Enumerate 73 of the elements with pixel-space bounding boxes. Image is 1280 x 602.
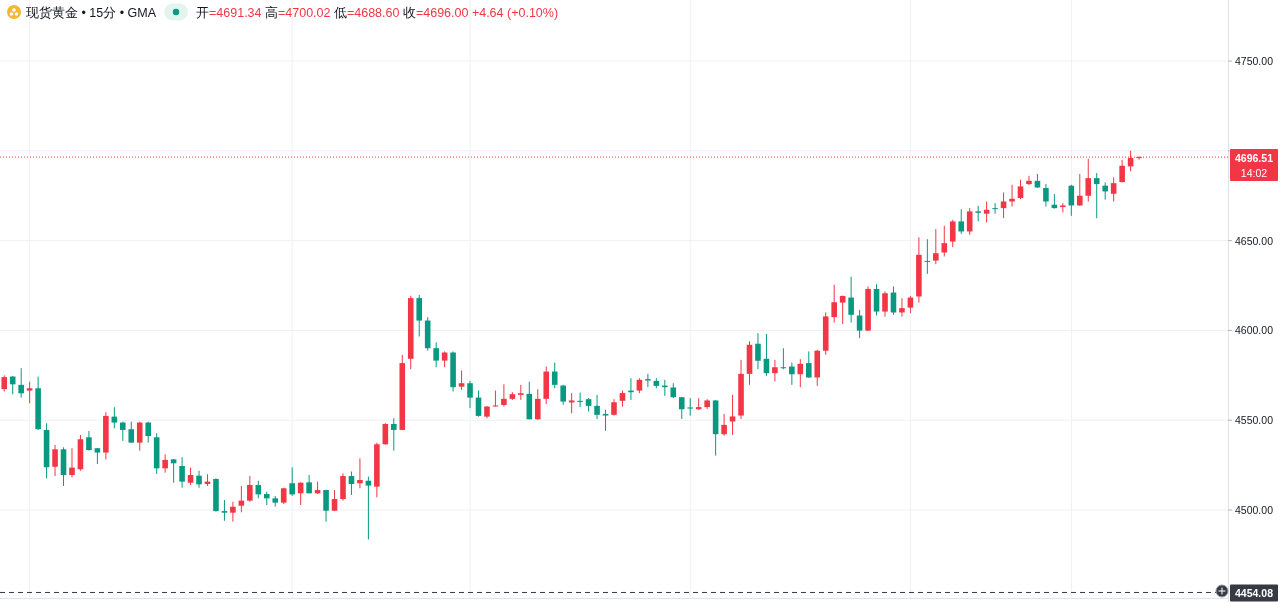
candlestick	[992, 202, 998, 215]
candlestick	[357, 457, 363, 489]
candlestick	[501, 383, 507, 408]
candlestick	[340, 472, 346, 502]
candlestick	[755, 332, 761, 370]
y-tick-label: 4600.00	[1235, 324, 1273, 337]
candlestick	[458, 369, 465, 391]
candlestick	[230, 501, 236, 523]
candlestick	[391, 417, 397, 452]
candlestick	[721, 413, 727, 437]
candlestick	[289, 466, 295, 497]
candlestick	[247, 475, 253, 503]
candlestick	[221, 499, 228, 522]
candlestick	[1093, 172, 1100, 219]
candlestick	[594, 394, 600, 420]
candlestick	[1110, 176, 1117, 202]
candlestick	[805, 350, 812, 379]
candlestick	[1085, 158, 1092, 202]
candlestick	[848, 276, 854, 324]
candlestick	[1017, 179, 1024, 200]
candlestick	[551, 362, 558, 389]
candlestick	[1077, 173, 1083, 207]
candlestick	[18, 367, 24, 399]
candlestick	[899, 297, 905, 318]
candlestick	[789, 362, 795, 386]
y-tick-label: 4500.00	[1235, 504, 1273, 516]
candlestick	[645, 373, 651, 388]
y-tick-label: 4650.00	[1235, 234, 1273, 247]
candlestick	[1060, 202, 1066, 213]
candlestick	[687, 397, 694, 417]
candlestick	[1026, 175, 1032, 186]
candlestick	[52, 444, 58, 477]
candlestick	[560, 384, 566, 406]
candlestick	[467, 380, 473, 409]
candlestick	[1043, 183, 1049, 208]
candlestick	[983, 200, 990, 223]
y-tick-label: 4750.00	[1235, 55, 1273, 68]
candlestick	[416, 294, 423, 338]
candlestick	[949, 219, 956, 248]
candlestick	[170, 458, 177, 484]
candlestick	[577, 392, 583, 408]
y-tick-label: 4550.00	[1235, 414, 1273, 427]
candlestick	[196, 470, 202, 489]
candlestick	[69, 447, 75, 478]
title: 现货黄金 • 15分 • GMA	[26, 5, 157, 20]
subtitle: 开=4691.34 高=4700.02 低=4688.60 收=4696.00 +4.64 (+0.10%)	[196, 5, 559, 20]
candlestick	[1000, 192, 1007, 219]
candlestick	[882, 290, 888, 318]
candlestick	[534, 388, 541, 421]
candlestick	[873, 283, 880, 317]
candlestick	[179, 456, 185, 489]
candlestick	[128, 421, 135, 444]
candlestick	[602, 409, 609, 432]
ref-line-label: 4696.51 14:02	[1235, 151, 1273, 179]
candlestick	[365, 476, 372, 540]
candlestick	[831, 284, 837, 324]
candlestick	[839, 295, 846, 325]
candlestick	[348, 471, 355, 496]
candlestick	[958, 208, 965, 235]
candlestick	[941, 225, 948, 257]
ref-line-label: 4454.08	[1235, 586, 1273, 599]
candlestick	[136, 421, 143, 452]
candlestick	[111, 406, 118, 429]
candlestick	[162, 453, 168, 474]
candlestick	[568, 392, 575, 414]
candlestick	[433, 341, 439, 368]
candlestick	[26, 381, 33, 404]
candlestick	[933, 228, 939, 265]
candlestick	[145, 421, 151, 444]
candlestick	[323, 489, 329, 523]
candlestick	[86, 430, 92, 452]
candlestick	[772, 359, 778, 382]
candlestick	[120, 421, 126, 442]
